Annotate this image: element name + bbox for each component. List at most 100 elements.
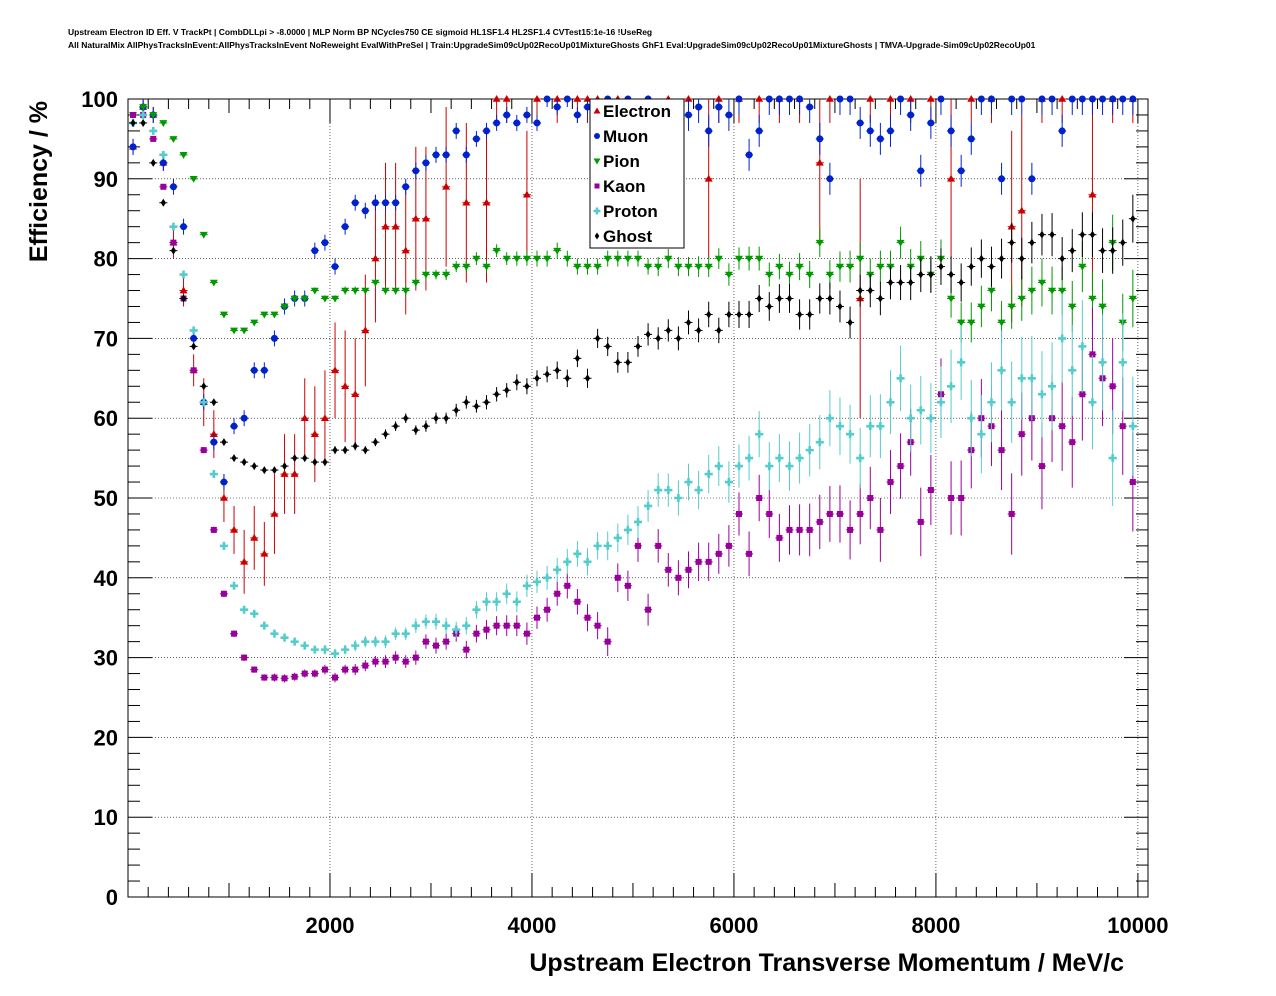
electron-point bbox=[1017, 206, 1026, 214]
electron-point bbox=[351, 390, 360, 398]
ghost-point bbox=[453, 406, 459, 415]
pion-point bbox=[341, 287, 350, 295]
muon-point bbox=[1028, 175, 1036, 183]
ghost-point bbox=[1059, 254, 1065, 263]
series-kaon bbox=[129, 111, 1137, 683]
ghost-point bbox=[807, 310, 813, 319]
kaon-point bbox=[665, 566, 672, 573]
proton-point bbox=[684, 478, 693, 487]
proton-point bbox=[977, 430, 986, 439]
ghost-point bbox=[201, 382, 207, 391]
kaon-point bbox=[523, 630, 530, 637]
pion-point bbox=[876, 263, 885, 271]
y-tick-label-0: 0 bbox=[106, 885, 118, 910]
electron-point bbox=[361, 326, 370, 334]
pion-point bbox=[149, 112, 158, 119]
ghost-point bbox=[1049, 230, 1055, 239]
kaon-point bbox=[564, 582, 571, 589]
pion-point bbox=[573, 263, 582, 271]
muon-point bbox=[392, 199, 400, 207]
ghost-point bbox=[685, 318, 692, 327]
pion-point bbox=[522, 255, 531, 263]
electron-point bbox=[421, 214, 430, 222]
pion-point bbox=[714, 255, 723, 263]
muon-point bbox=[351, 199, 359, 207]
proton-point bbox=[421, 617, 430, 626]
kaon-point bbox=[735, 510, 742, 517]
proton-point bbox=[1118, 358, 1127, 367]
muon-point bbox=[513, 119, 521, 127]
pion-point bbox=[442, 271, 451, 279]
muon-point bbox=[917, 167, 925, 175]
electron-point bbox=[906, 95, 915, 102]
kaon-point bbox=[826, 510, 833, 517]
kaon-point bbox=[857, 510, 864, 517]
muon-point bbox=[169, 183, 177, 191]
pion-point bbox=[401, 287, 410, 295]
kaon-point bbox=[614, 574, 621, 581]
ghost-point bbox=[140, 118, 146, 127]
ghost-point bbox=[292, 454, 298, 463]
electron-point bbox=[179, 286, 188, 294]
pion-point bbox=[785, 271, 794, 279]
pion-point bbox=[472, 255, 481, 263]
electron-point bbox=[886, 95, 895, 102]
proton-point bbox=[280, 633, 289, 642]
muon-point bbox=[684, 111, 692, 119]
electron-point bbox=[866, 95, 875, 102]
y-tick-label-90: 90 bbox=[94, 167, 118, 192]
proton-point bbox=[1037, 390, 1046, 399]
legend-marker-proton bbox=[593, 207, 601, 215]
pion-point bbox=[139, 104, 148, 111]
pion-point bbox=[230, 327, 239, 335]
pion-point bbox=[290, 295, 299, 303]
ghost-point bbox=[675, 334, 681, 343]
ghost-point bbox=[393, 422, 399, 431]
muon-point bbox=[846, 95, 854, 103]
kaon-point bbox=[867, 495, 874, 501]
proton-point bbox=[452, 625, 461, 634]
proton-point bbox=[381, 637, 390, 646]
proton-point bbox=[310, 645, 319, 654]
ghost-point bbox=[665, 326, 671, 335]
pion-point bbox=[432, 271, 441, 279]
kaon-point bbox=[766, 510, 773, 517]
chart-title-line-2: All NaturalMix AllPhysTracksInEvent:AllP… bbox=[68, 40, 1036, 50]
proton-point bbox=[149, 126, 158, 135]
kaon-point bbox=[463, 646, 470, 653]
pion-point bbox=[1058, 287, 1067, 295]
pion-point bbox=[835, 263, 844, 271]
pion-point bbox=[563, 255, 572, 263]
muon-point bbox=[190, 334, 198, 342]
proton-point bbox=[179, 270, 188, 279]
muon-point bbox=[937, 95, 945, 103]
muon-point bbox=[977, 95, 985, 103]
ghost-point bbox=[857, 286, 863, 295]
electron-point bbox=[391, 222, 400, 230]
proton-point bbox=[1017, 374, 1026, 383]
ghost-point bbox=[352, 442, 358, 451]
pion-point bbox=[492, 247, 501, 255]
ghost-point bbox=[221, 438, 227, 447]
pion-point bbox=[775, 263, 784, 271]
muon-point bbox=[1088, 95, 1096, 103]
pion-point bbox=[1017, 295, 1026, 303]
kaon-point bbox=[1008, 510, 1015, 517]
ghost-point bbox=[160, 198, 166, 207]
y-tick-label-50: 50 bbox=[94, 486, 118, 511]
muon-point bbox=[775, 95, 783, 103]
ghost-point bbox=[322, 458, 328, 467]
x-tick-label-6000: 6000 bbox=[709, 913, 758, 938]
proton-point bbox=[734, 462, 743, 471]
ghost-point bbox=[1039, 230, 1045, 239]
electron-point bbox=[230, 525, 239, 533]
pion-point bbox=[199, 231, 208, 239]
proton-point bbox=[916, 406, 925, 415]
kaon-point bbox=[685, 566, 692, 573]
kaon-point bbox=[372, 658, 379, 665]
kaon-point bbox=[584, 614, 591, 621]
pion-point bbox=[815, 239, 824, 247]
pion-point bbox=[462, 263, 471, 271]
electron-point bbox=[704, 174, 713, 182]
muon-point bbox=[321, 239, 329, 247]
